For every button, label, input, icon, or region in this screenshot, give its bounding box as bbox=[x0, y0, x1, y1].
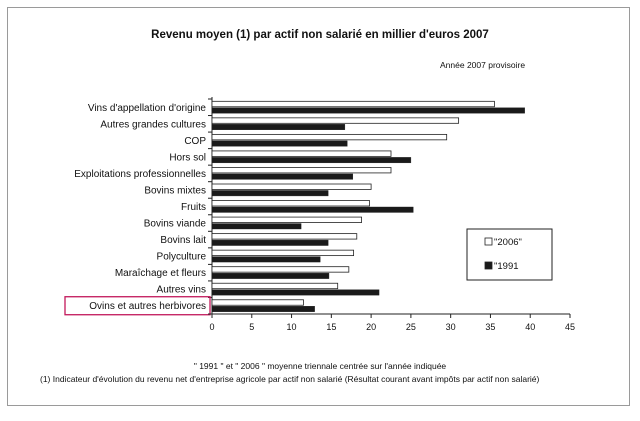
bar-1991 bbox=[211, 173, 354, 180]
chart-subtitle: Année 2007 provisoire bbox=[440, 60, 526, 70]
bar-1991 bbox=[211, 157, 412, 164]
x-tick-label: 15 bbox=[326, 322, 336, 332]
legend-swatch bbox=[484, 261, 493, 270]
x-tick-label: 0 bbox=[209, 322, 214, 332]
bar-1991 bbox=[211, 239, 329, 246]
legend-label: "2006" bbox=[494, 237, 522, 248]
x-tick-label: 25 bbox=[406, 322, 416, 332]
category-label: Maraîchage et fleurs bbox=[115, 268, 206, 279]
bar-2006 bbox=[211, 282, 339, 290]
bar-2006 bbox=[211, 233, 358, 240]
category-label: Vins d'appellation d'origine bbox=[88, 103, 207, 114]
category-label: Autres grandes cultures bbox=[100, 119, 206, 130]
highlight-box bbox=[64, 296, 211, 316]
bar-2006 bbox=[211, 150, 392, 157]
footnote-definition: (1) Indicateur d'évolution du revenu net… bbox=[40, 374, 540, 384]
x-tick-label: 35 bbox=[485, 322, 495, 332]
bar-1991 bbox=[211, 107, 525, 114]
bar-2006 bbox=[211, 200, 370, 207]
x-tick-label: 5 bbox=[249, 322, 254, 332]
bar-1991 bbox=[211, 306, 315, 312]
bar-2006 bbox=[211, 183, 372, 190]
bar-2006 bbox=[211, 167, 392, 174]
legend-box bbox=[466, 228, 553, 281]
bar-2006 bbox=[211, 216, 362, 223]
category-label: Autres vins bbox=[157, 285, 206, 296]
footnote-period: " 1991 " et " 2006 " moyenne triennale c… bbox=[193, 361, 447, 371]
x-tick-label: 45 bbox=[565, 322, 575, 332]
bar-1991 bbox=[211, 223, 302, 230]
bar-1991 bbox=[211, 124, 346, 130]
x-tick-label: 10 bbox=[287, 322, 297, 332]
category-label: Hors sol bbox=[169, 152, 206, 163]
bar-1991 bbox=[211, 140, 348, 147]
bar-1991 bbox=[211, 256, 321, 263]
category-label: Exploitations professionnelles bbox=[74, 169, 206, 180]
bar-1991 bbox=[211, 289, 380, 296]
chart-frame bbox=[7, 7, 630, 406]
category-label: Bovins viande bbox=[144, 219, 207, 230]
bar-2006 bbox=[211, 100, 495, 108]
category-label: Bovins lait bbox=[160, 235, 206, 246]
category-label: Ovins et autres herbivores bbox=[89, 301, 206, 312]
x-tick-label: 40 bbox=[525, 322, 535, 332]
bar-2006 bbox=[211, 249, 355, 257]
legend-swatch bbox=[484, 237, 493, 246]
x-tick-label: 30 bbox=[446, 322, 456, 332]
bar-2006 bbox=[211, 117, 460, 124]
bar-1991 bbox=[211, 206, 414, 213]
bar-2006 bbox=[211, 266, 350, 273]
category-label: Fruits bbox=[181, 202, 206, 213]
category-label: COP bbox=[184, 136, 206, 147]
bar-1991 bbox=[211, 190, 329, 197]
x-tick-label: 20 bbox=[366, 322, 376, 332]
category-label: Polyculture bbox=[157, 252, 207, 263]
category-label: Bovins mixtes bbox=[144, 185, 206, 196]
bar-1991 bbox=[211, 272, 330, 279]
chart-title: Revenu moyen (1) par actif non salarié e… bbox=[151, 29, 489, 41]
bar-2006 bbox=[211, 299, 304, 306]
legend-label: "1991 bbox=[494, 261, 519, 272]
bar-2006 bbox=[211, 133, 448, 141]
